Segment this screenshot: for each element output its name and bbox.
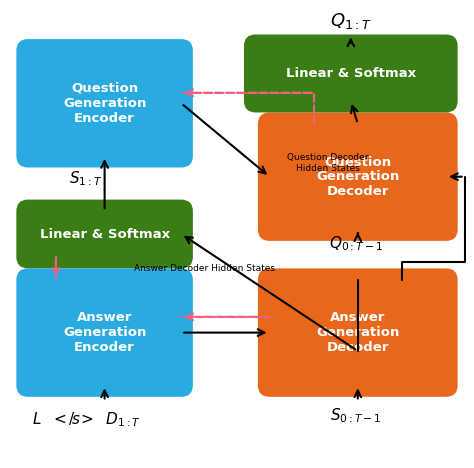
- Text: $S_{0:T-1}$: $S_{0:T-1}$: [329, 407, 381, 425]
- Text: Linear & Softmax: Linear & Softmax: [286, 67, 416, 80]
- Text: Answer
Generation
Encoder: Answer Generation Encoder: [63, 311, 146, 354]
- FancyBboxPatch shape: [258, 268, 457, 397]
- Text: $Q_{1:T}$: $Q_{1:T}$: [330, 11, 372, 31]
- Text: Answer Decoder Hidden States: Answer Decoder Hidden States: [134, 264, 275, 273]
- FancyBboxPatch shape: [16, 268, 193, 397]
- Text: Question
Generation
Decoder: Question Generation Decoder: [316, 155, 400, 198]
- FancyBboxPatch shape: [244, 35, 457, 112]
- Text: $Q_{0:T-1}$: $Q_{0:T-1}$: [328, 235, 383, 254]
- Text: $S_{1:T}$: $S_{1:T}$: [69, 169, 103, 188]
- FancyBboxPatch shape: [16, 39, 193, 168]
- FancyBboxPatch shape: [16, 199, 193, 268]
- FancyBboxPatch shape: [258, 112, 457, 241]
- Text: $L$  $</\!s\!>$  $D_{1:T}$: $L$ $</\!s\!>$ $D_{1:T}$: [32, 410, 140, 429]
- Text: Linear & Softmax: Linear & Softmax: [39, 227, 170, 241]
- Text: Question
Generation
Encoder: Question Generation Encoder: [63, 82, 146, 125]
- Text: Answer
Generation
Decoder: Answer Generation Decoder: [316, 311, 400, 354]
- Text: Question Decoder
Hidden States: Question Decoder Hidden States: [287, 153, 368, 173]
